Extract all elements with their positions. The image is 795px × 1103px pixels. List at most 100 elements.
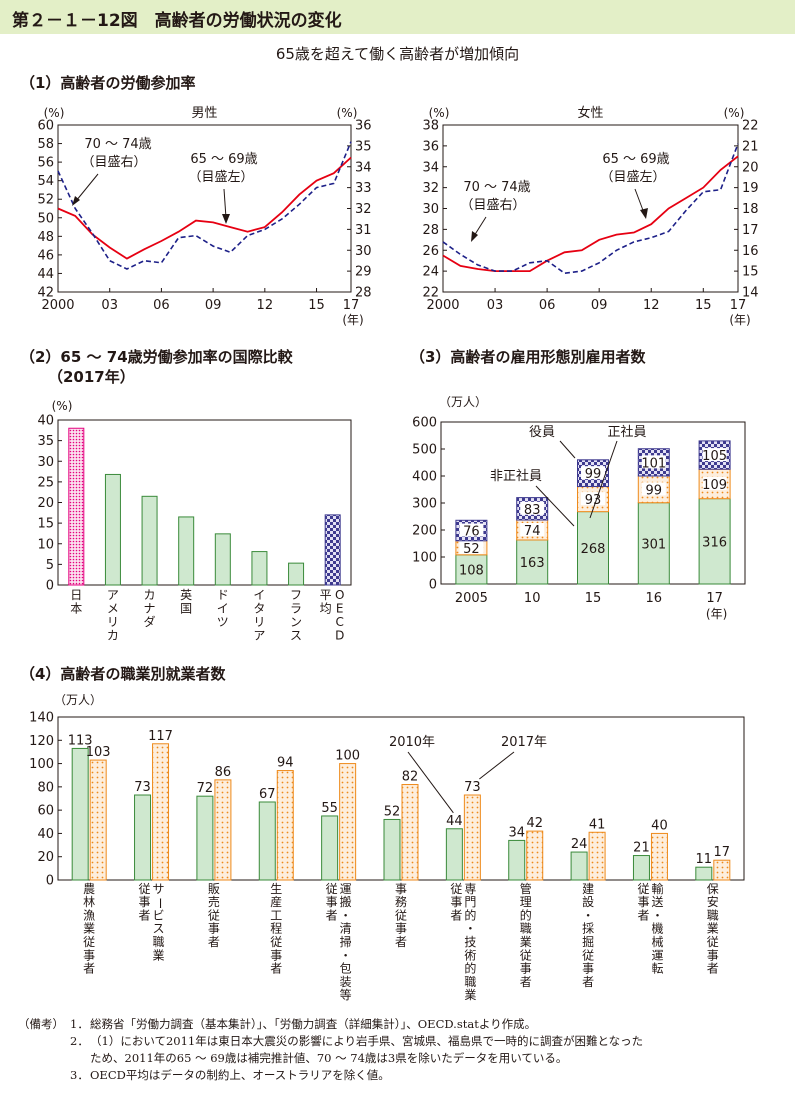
- occ-value-2017: 86: [215, 765, 232, 780]
- female-annot-65-69-arrow: [634, 188, 645, 214]
- occ-category-label-char: 従: [270, 935, 282, 949]
- female-ytick-left-label: 28: [422, 223, 439, 238]
- female-annot-65-69-arrowhead: [640, 208, 648, 219]
- female-unit-left: (%): [429, 106, 450, 120]
- male-ytick-left-label: 60: [37, 119, 54, 134]
- occ-category-label-char: 事: [707, 948, 719, 962]
- occ-value-2010: 67: [259, 787, 276, 802]
- intl-category-label-char: E: [336, 601, 344, 615]
- occ-category-label-char: 運: [651, 948, 663, 962]
- employ-value-bg: [702, 448, 727, 462]
- employ-value-bg: [581, 466, 605, 480]
- employ-value-bg: [641, 482, 666, 496]
- occ-category-label-char: ス: [153, 922, 165, 936]
- female-x-unit: (年): [729, 313, 750, 327]
- occ-category-label: 従事者: [450, 882, 462, 923]
- male-xtick-label: 12: [257, 298, 274, 313]
- occ-category-label-char: 職: [464, 975, 476, 989]
- female-series-age-65-69: [442, 155, 739, 273]
- intl-category-label-char: 国: [180, 601, 192, 615]
- employ-legend-yakuin-leader: [559, 440, 576, 459]
- male-ytick-left-label: 44: [37, 267, 54, 282]
- note-text: 総務省「労働力調査（基本集計）」、「労働力調査（詳細集計）」、OECD.stat…: [90, 1017, 537, 1031]
- male-annot-70-74-arrowhead: [72, 196, 80, 206]
- occ-bar-2010-7: [508, 839, 526, 881]
- occ-category-label-char: 事: [139, 895, 151, 909]
- female-xtick-label: 17: [730, 298, 747, 313]
- employ-ytick-label: 300: [412, 497, 437, 512]
- employ-ytick-label: 600: [412, 416, 437, 431]
- female-ytick-left-label: 24: [422, 265, 439, 280]
- occ-category-label-char: 輸: [651, 881, 663, 896]
- occ-category-label-char: 理: [520, 895, 532, 909]
- intl-category-label-char: ラ: [290, 601, 302, 615]
- employ-value-label: 163: [520, 556, 545, 571]
- male-xtick-label: 09: [205, 298, 222, 313]
- male-annot-70-74-line1: 70 ～ 74歳: [84, 137, 151, 152]
- intl-bar-4: [214, 533, 231, 586]
- occ-bar-2017-7: [526, 830, 544, 881]
- occ-category-label-char: 事: [520, 962, 532, 976]
- intl-category-label-char: ド: [217, 588, 229, 602]
- male-ytick-left-label: 46: [37, 248, 54, 263]
- male-ytick-left-label: 48: [37, 230, 54, 245]
- occ-category-label-char: 的: [520, 907, 532, 922]
- occ-value-2017: 42: [526, 816, 543, 831]
- occ-legend-2010: 2010年: [389, 735, 435, 750]
- occ-category-label-char: 従: [707, 935, 719, 949]
- intl-category-label-char: ア: [107, 588, 119, 602]
- section-3-heading: （3）高齢者の雇用形態別雇用者数: [410, 348, 646, 366]
- notes: （備考） 1． 総務省「労働力調査（基本集計）」、「労働力調査（詳細集計）」、O…: [18, 1016, 643, 1084]
- occ-category-label-char: ・: [464, 922, 476, 936]
- occ-category-label: 従事者: [139, 882, 151, 923]
- male-annot-65-69-arrow: [223, 188, 227, 219]
- occ-bar-2017-1: [152, 743, 170, 881]
- male-ytick-left-label: 58: [37, 137, 54, 152]
- male-ytick-right-label: 35: [355, 139, 372, 154]
- occ-bar-2010-3: [258, 801, 276, 881]
- employ-value-label: 301: [641, 537, 666, 552]
- note-row-1: （備考） 1． 総務省「労働力調査（基本集計）」、「労働力調査（詳細集計）」、O…: [18, 1016, 643, 1033]
- occ-category-label-char: 従: [208, 908, 220, 922]
- occ-bar-2010-10: [695, 866, 713, 881]
- employ-value-label: 76: [463, 525, 480, 540]
- occ-category-label-char: 従: [450, 882, 462, 896]
- note-text: OECD平均はデータの制約上、オーストラリアを除く値。: [90, 1068, 390, 1082]
- intl-category-label-char: C: [335, 615, 343, 629]
- male-title: 男性: [191, 106, 217, 121]
- occ-bar-2010-9: [632, 855, 650, 881]
- occ-bar-2010-4: [321, 815, 339, 881]
- employ-value-label: 93: [585, 493, 602, 508]
- female-ytick-right-label: 19: [742, 181, 759, 196]
- intl-bar-2: [141, 495, 158, 586]
- female-ytick-left-label: 34: [422, 160, 439, 175]
- employ-value-bg: [702, 476, 727, 490]
- intl-category-label-char: 日: [70, 588, 82, 602]
- occ-category-label-char: 者: [450, 908, 462, 922]
- occ-category-label-char: 運: [340, 882, 352, 896]
- note-number: 2．: [70, 1034, 89, 1048]
- section-2-heading: （2）65 ～ 74歳労働参加率の国際比較: [20, 348, 293, 366]
- employ-bar-0-seg-0: [455, 554, 488, 585]
- employ-value-bg: [459, 523, 484, 537]
- employ-value-bg: [459, 540, 484, 554]
- occ-category-label-char: 者: [208, 935, 220, 949]
- intl-bar-6: [288, 562, 305, 586]
- note-number: 3．: [70, 1068, 89, 1082]
- occ-value-2017: 94: [277, 756, 294, 771]
- occ-bar-2010-5: [383, 818, 401, 881]
- intl-category-label: 日本: [70, 588, 82, 616]
- female-ytick-left-label: 32: [422, 181, 439, 196]
- occ-category-label-char: 事: [582, 962, 594, 976]
- employ-value-label: 99: [646, 483, 663, 498]
- occ-category-label-char: 建: [582, 882, 594, 896]
- occ-bar-2017-2: [214, 779, 232, 881]
- intl-bar-5: [251, 551, 268, 586]
- employ-xtick-label: 16: [646, 591, 663, 606]
- occ-category-label-char: サ: [153, 882, 165, 896]
